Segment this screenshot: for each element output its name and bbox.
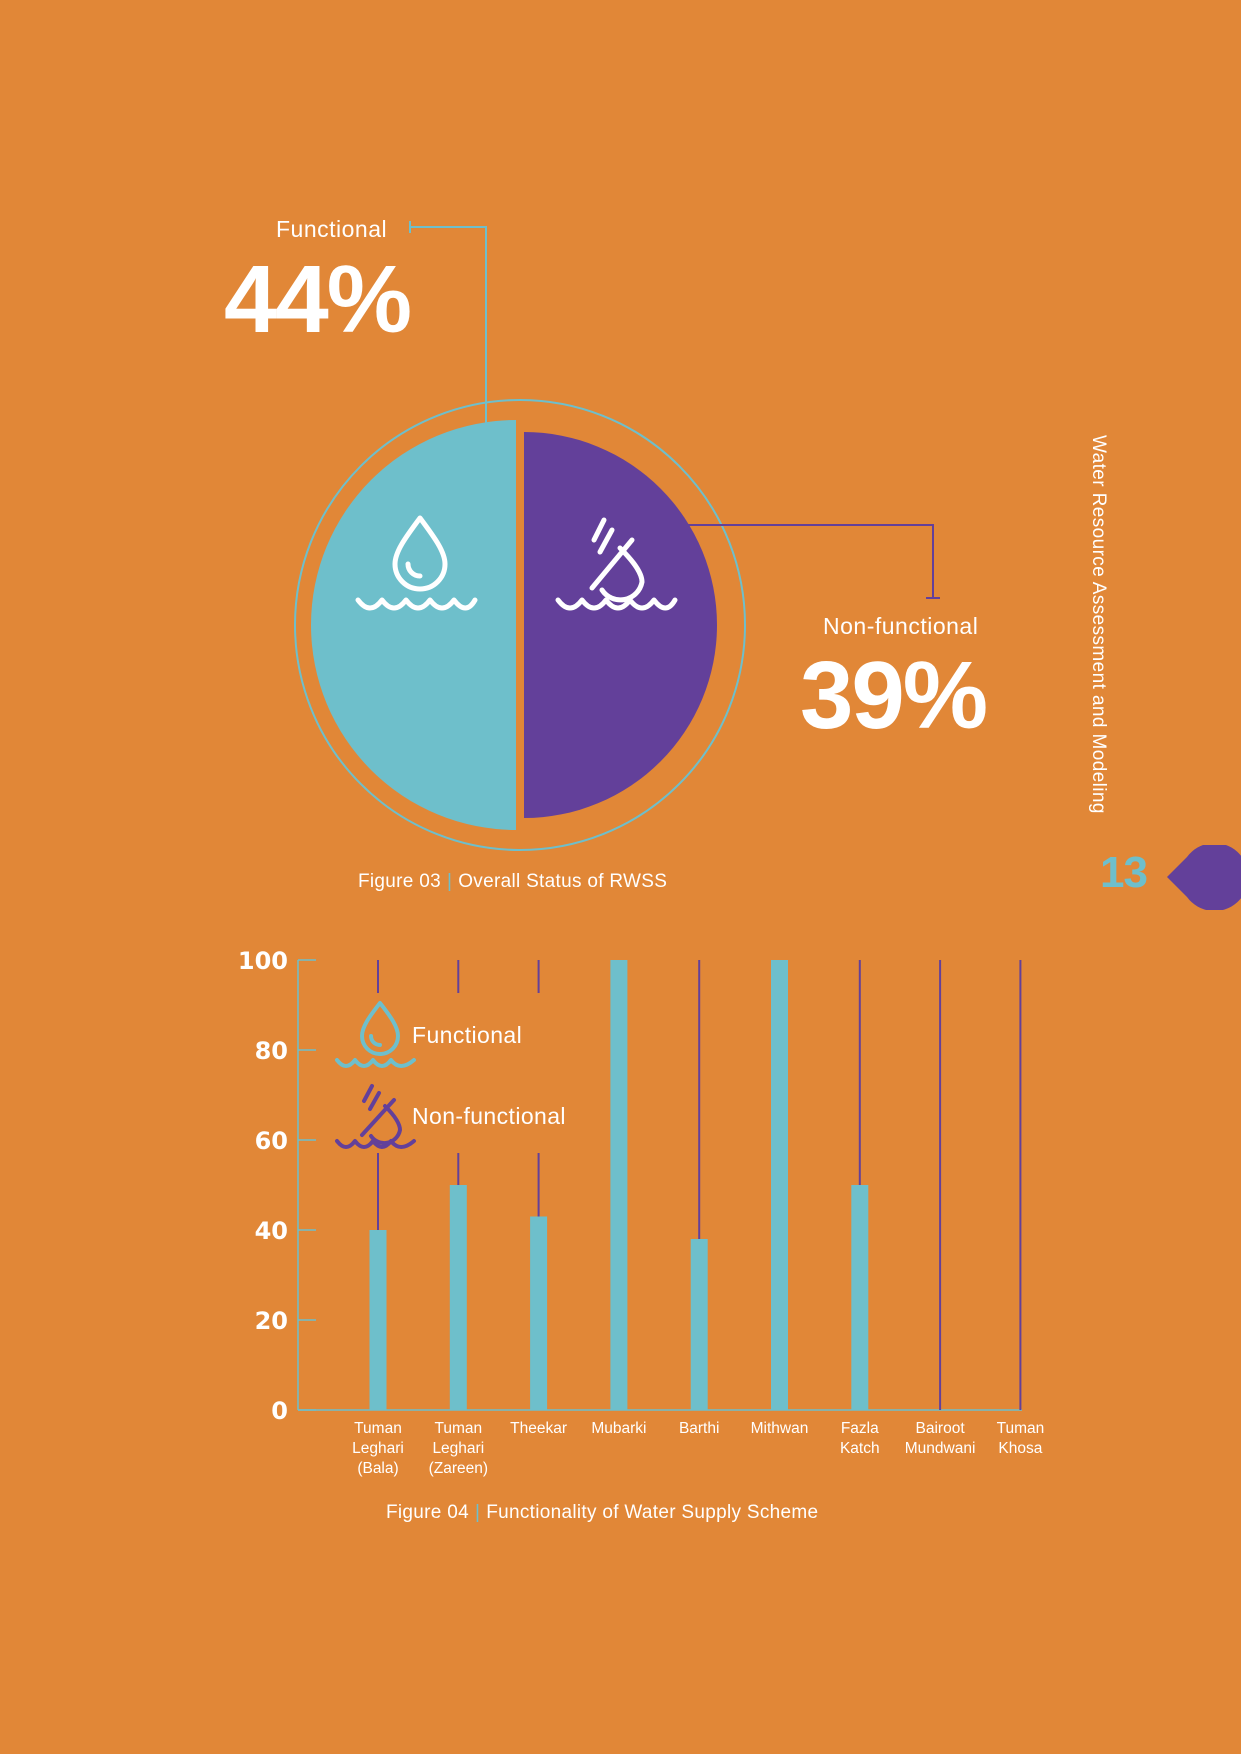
x-category-label-line: Theekar xyxy=(510,1420,567,1437)
x-category-label-line: Bairoot xyxy=(916,1420,966,1437)
y-tick-label: 0 xyxy=(271,1397,288,1425)
y-tick-label: 60 xyxy=(255,1127,288,1155)
x-category-label-line: Barthi xyxy=(679,1420,720,1437)
bar-functional xyxy=(690,1239,708,1410)
x-category-label-line: Leghari xyxy=(432,1440,484,1457)
y-tick-label: 20 xyxy=(255,1307,288,1335)
functional-label: Functional xyxy=(276,216,388,242)
functional-percent: 44% xyxy=(224,246,412,353)
bar-functional xyxy=(610,960,628,1410)
water-drop-icon xyxy=(355,515,478,611)
legend-non-functional-icon xyxy=(335,1084,416,1149)
figure03-caption-separator: | xyxy=(446,871,453,892)
x-category-label-line: Leghari xyxy=(352,1440,404,1457)
figure04-caption-number: Figure 04 xyxy=(386,1502,469,1523)
x-category-label-line: Tuman xyxy=(997,1420,1045,1437)
figure04-caption-separator: | xyxy=(474,1502,481,1523)
figure04-bar-chart: 0 20 40 60 80 100 Tuman Leghari (Bala) Tuman Legh… xyxy=(238,947,1045,1477)
figure03-caption-text: Overall Status of RWSS xyxy=(458,871,668,892)
figure04-caption-text: Functionality of Water Supply Scheme xyxy=(486,1502,819,1523)
broken-water-drop-icon xyxy=(555,517,678,611)
x-category-label: Tuman Khosa xyxy=(997,1420,1045,1457)
x-category-label-line: Mubarki xyxy=(591,1420,646,1437)
bar-functional xyxy=(771,960,788,1410)
x-category-label: Tuman Leghari (Bala) xyxy=(352,1420,404,1477)
non-functional-label: Non-functional xyxy=(823,613,979,639)
figure03-caption: Figure 03 | Overall Status of RWSS xyxy=(358,871,667,893)
legend-non-functional-label: Non-functional xyxy=(412,1103,566,1129)
legend-background xyxy=(330,993,600,1153)
bar-functional xyxy=(530,1216,548,1410)
x-category-label-line: Fazla xyxy=(841,1420,879,1437)
y-tick-label: 40 xyxy=(255,1217,288,1245)
x-category-label: Tuman Leghari (Zareen) xyxy=(429,1420,488,1477)
x-category-label-line: Tuman xyxy=(354,1420,402,1437)
legend-functional-icon xyxy=(335,1001,416,1068)
x-category-label-line: Mithwan xyxy=(751,1420,809,1437)
bar-functional xyxy=(851,1185,869,1410)
x-category-label: Mithwan xyxy=(751,1420,809,1437)
non-functional-leader-line xyxy=(678,524,934,598)
x-category-label-line: Tuman xyxy=(434,1420,482,1437)
x-category-label: Mubarki xyxy=(591,1420,646,1437)
figure03-pie-chart xyxy=(294,221,940,851)
pie-slice-non-functional xyxy=(524,431,718,819)
x-category-label: Barthi xyxy=(679,1420,720,1437)
y-tick-label: 80 xyxy=(255,1037,288,1065)
non-functional-percent: 39% xyxy=(800,642,988,749)
x-category-label: Theekar xyxy=(510,1420,567,1437)
figure03-caption-number: Figure 03 xyxy=(358,871,441,892)
x-category-label: Bairoot Mundwani xyxy=(905,1420,976,1457)
page-marker-drop-icon xyxy=(1167,845,1241,910)
x-category-label-line: Mundwani xyxy=(905,1440,976,1457)
x-category-label: Fazla Katch xyxy=(840,1420,880,1457)
pie-outer-ring xyxy=(294,399,746,851)
figure04-caption: Figure 04 | Functionality of Water Supply … xyxy=(386,1502,818,1524)
bar-functional xyxy=(369,1230,387,1410)
y-tick-label: 100 xyxy=(238,947,288,975)
bar-functional xyxy=(449,1185,467,1410)
legend-functional-label: Functional xyxy=(412,1022,523,1048)
x-category-label-line: Katch xyxy=(840,1440,880,1457)
x-category-label-line: (Bala) xyxy=(357,1460,398,1477)
x-category-label-line: (Zareen) xyxy=(429,1460,488,1477)
functional-leader-line xyxy=(410,226,487,425)
page-number: 13 xyxy=(1100,848,1148,897)
pie-slice-functional xyxy=(311,420,516,830)
x-category-label-line: Khosa xyxy=(998,1440,1042,1457)
